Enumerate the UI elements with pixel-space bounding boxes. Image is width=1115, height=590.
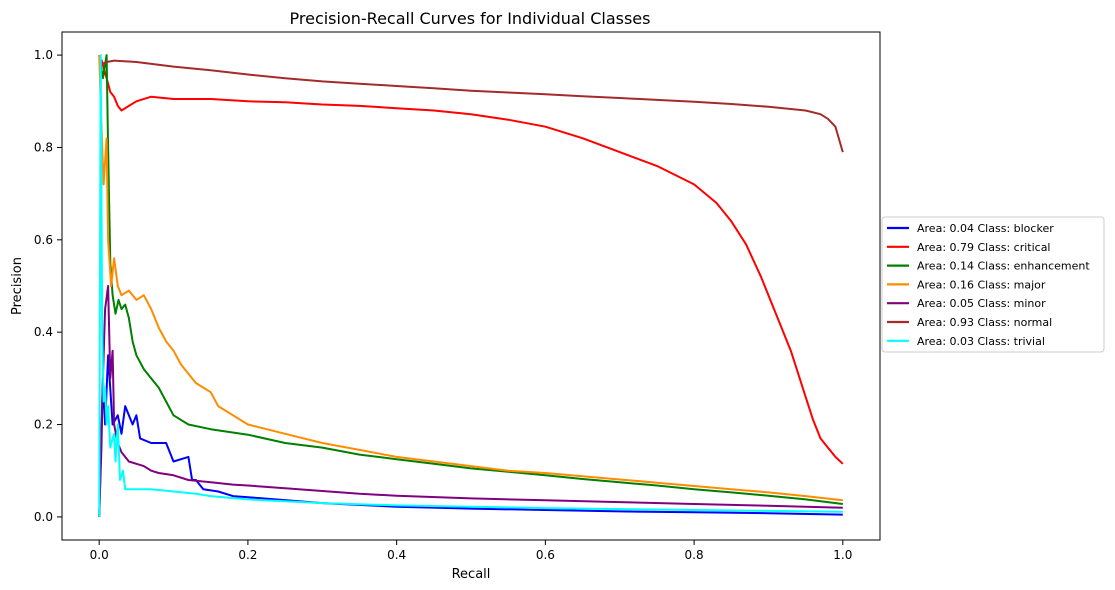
legend: Area: 0.04 Class: blocker Area: 0.79 Clas… bbox=[881, 216, 1105, 353]
legend-label-minor: Area: 0.05 Class: minor bbox=[917, 297, 1046, 310]
y-tick-label: 0.0 bbox=[34, 510, 53, 524]
y-tick-label: 0.2 bbox=[34, 418, 53, 432]
legend-box bbox=[881, 216, 1105, 353]
x-tick-label: 0.8 bbox=[685, 548, 704, 562]
series-line-major bbox=[98, 55, 843, 502]
y-axis-label: Precision bbox=[10, 257, 25, 315]
series-line-normal bbox=[100, 59, 844, 153]
x-tick-label: 1.0 bbox=[833, 548, 852, 562]
x-ticks: 0.0 0.2 0.4 0.6 0.8 1.0 bbox=[90, 540, 852, 562]
x-tick-label: 0.2 bbox=[238, 548, 257, 562]
legend-label-critical: Area: 0.79 Class: critical bbox=[917, 241, 1051, 254]
curves-layer bbox=[98, 54, 844, 517]
series-line-minor bbox=[98, 285, 843, 517]
x-tick-label: 0.0 bbox=[90, 548, 109, 562]
x-axis-label: Recall bbox=[452, 567, 491, 582]
y-tick-label: 0.6 bbox=[34, 233, 53, 247]
chart-title: Precision-Recall Curves for Individual C… bbox=[290, 9, 651, 28]
series-line-blocker bbox=[98, 354, 843, 517]
y-tick-label: 0.8 bbox=[34, 140, 53, 154]
x-tick-label: 0.6 bbox=[536, 548, 555, 562]
series-line-critical bbox=[100, 59, 844, 465]
legend-label-normal: Area: 0.93 Class: normal bbox=[917, 316, 1052, 329]
x-tick-label: 0.4 bbox=[387, 548, 406, 562]
y-tick-label: 1.0 bbox=[34, 48, 53, 62]
series-line-trivial bbox=[98, 54, 843, 517]
legend-label-major: Area: 0.16 Class: major bbox=[917, 278, 1046, 291]
legend-label-enhancement: Area: 0.14 Class: enhancement bbox=[917, 260, 1090, 273]
series-line-enhancement bbox=[98, 54, 843, 505]
y-tick-label: 0.4 bbox=[34, 325, 53, 339]
legend-label-trivial: Area: 0.03 Class: trivial bbox=[917, 335, 1045, 348]
y-ticks: 0.0 0.2 0.4 0.6 0.8 1.0 bbox=[34, 48, 62, 524]
plot-frame bbox=[61, 31, 881, 541]
legend-label-blocker: Area: 0.04 Class: blocker bbox=[917, 222, 1054, 235]
